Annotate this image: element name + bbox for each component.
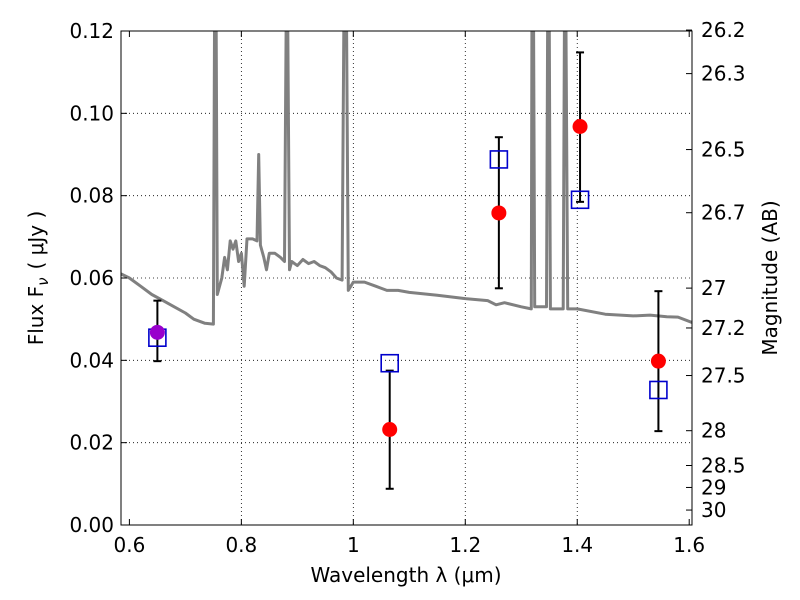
model-photometry-points (148, 150, 668, 400)
mag-tick-label: 26.3 (701, 62, 746, 86)
mag-tick-label: 29 (701, 475, 726, 499)
mag-tick-label: 26.7 (701, 201, 746, 225)
observed-point (149, 324, 165, 340)
axis-ticks (121, 29, 692, 526)
mag-tick-label: 27.2 (701, 316, 746, 340)
y-tick-label: 0.08 (69, 184, 114, 208)
observed-point (382, 421, 398, 437)
x-tick-label: 0.6 (113, 533, 145, 557)
mag-tick-label: 26.2 (701, 18, 746, 42)
y-tick-label: 0.00 (69, 513, 114, 537)
mag-tick-label: 27 (701, 276, 726, 300)
y-tick-label: 0.06 (69, 266, 114, 290)
grid-lines (121, 31, 692, 525)
spectrum-line (121, 31, 692, 326)
model-point (570, 190, 590, 210)
x-tick-label: 1.2 (449, 533, 481, 557)
x-axis-title: Wavelength λ (μm) (310, 563, 501, 587)
x-tick-label: 1.6 (673, 533, 705, 557)
y-tick-label: 0.12 (69, 19, 114, 43)
y-axis-title-unit: ( μJy ) (24, 211, 48, 270)
mag-tick-label: 30 (701, 498, 726, 522)
y-axis-title: Flux Fν ( μJy ) (24, 211, 52, 346)
y-tick-label: 0.02 (69, 431, 114, 455)
x-tick-label: 1.4 (561, 533, 593, 557)
model-point (380, 353, 400, 373)
mag-tick-label: 28.5 (701, 453, 746, 477)
error-bars (153, 51, 663, 490)
right-axis-title: Magnitude (AB) (758, 200, 782, 355)
model-spectrum (121, 31, 692, 326)
observed-flux-points (149, 119, 666, 437)
observed-point (491, 205, 507, 221)
model-point (649, 380, 668, 400)
x-tick-label: 0.8 (225, 533, 257, 557)
y-tick-label: 0.10 (69, 101, 114, 125)
mag-tick-label: 28 (701, 419, 726, 443)
observed-point (572, 119, 588, 135)
mag-tick-label: 27.5 (701, 364, 746, 388)
mag-tick-label: 26.5 (701, 138, 746, 162)
y-axis-title-sub: ν (34, 277, 52, 285)
y-tick-label: 0.04 (69, 348, 114, 372)
plot-frame (120, 30, 693, 526)
x-tick-label: 1 (347, 533, 360, 557)
observed-point (650, 353, 666, 369)
y-axis-title-text: Flux F (24, 286, 48, 345)
model-point (489, 150, 509, 169)
tick-labels: 0.6 0.8 1 1.2 1.4 1.6 0.00 0.02 0.04 0.06 0.08 0.10… (69, 18, 745, 557)
